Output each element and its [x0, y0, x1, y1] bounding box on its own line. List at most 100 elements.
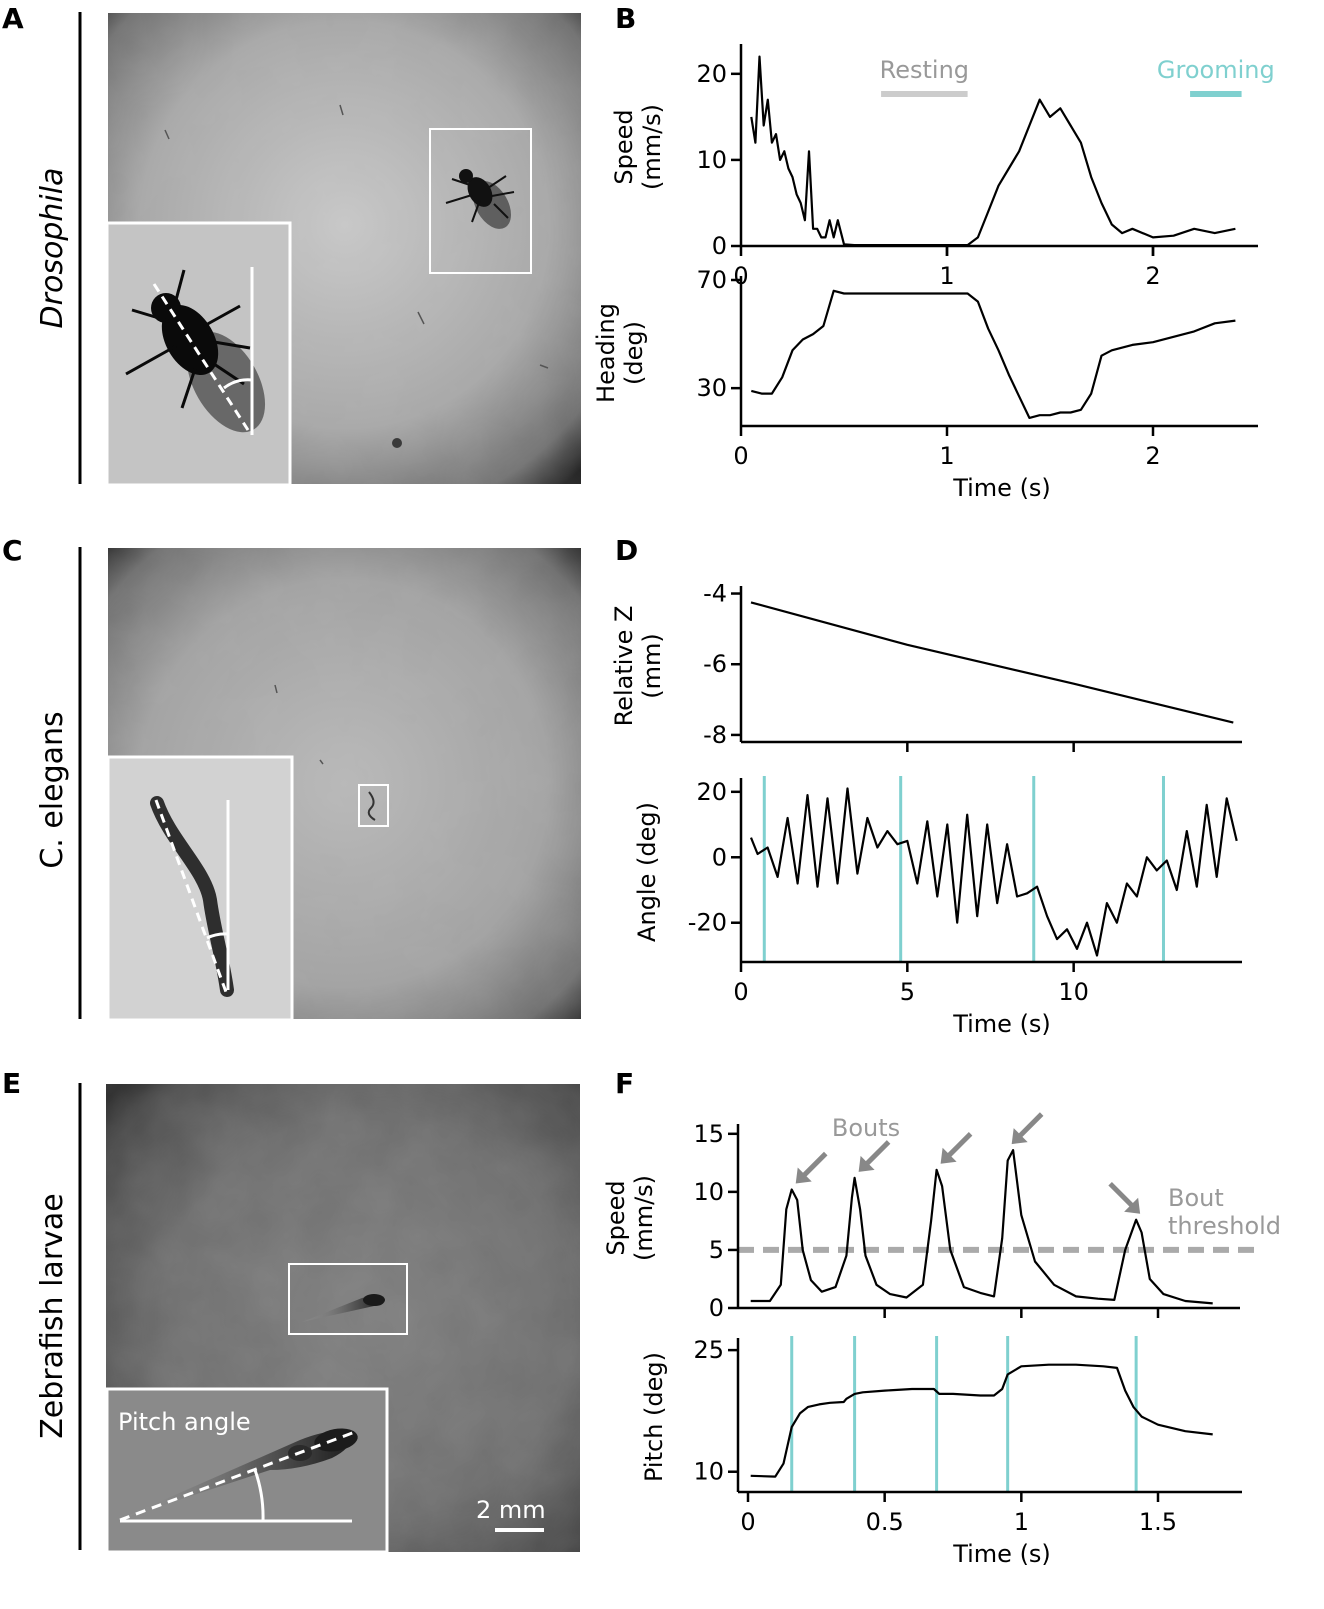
y-axis-label: (deg)	[620, 321, 648, 385]
bout-threshold-label-line1: Bout	[1168, 1184, 1224, 1212]
x-tick-label: 0	[733, 442, 748, 470]
x-tick-label: 2	[1145, 442, 1160, 470]
arrow-head	[1124, 1197, 1141, 1214]
x-tick-label: 0.5	[866, 1508, 904, 1536]
fish-icon	[302, 1296, 385, 1322]
bout-arrow	[858, 1140, 891, 1172]
c-elegans-photo	[106, 548, 581, 1022]
bouts-label: Bouts	[832, 1114, 900, 1142]
chart-d-relative-z: -8 -6 -4 Relative Z (mm)	[610, 580, 1242, 752]
panel-label-a: A	[2, 2, 24, 35]
y-axis-label: (mm/s)	[638, 104, 666, 190]
y-tick-label: 20	[696, 60, 727, 88]
heading-angle-arc	[223, 378, 253, 390]
y-axis-label: Relative Z	[610, 606, 638, 727]
y-tick-label: 0	[712, 232, 727, 260]
arrow-head	[1011, 1128, 1028, 1145]
data-trace	[750, 601, 1234, 724]
zebrafish-photo: Pitch angle 2 mm	[105, 1084, 580, 1554]
panel-c: C C. elegans	[2, 534, 581, 1022]
grooming-label: Grooming	[1157, 56, 1275, 84]
y-tick-label: 15	[693, 1120, 724, 1148]
bout-arrow	[940, 1132, 973, 1164]
panel-label-c: C	[2, 534, 23, 567]
y-tick-label: 10	[693, 1458, 724, 1486]
x-tick-label: 5	[900, 978, 915, 1006]
panel-e: E Zebrafish larvae Pitch angle 2 mm	[2, 1067, 580, 1554]
chart-d-angle: -20 0 20 0 5 10 Angle (deg) Time (s)	[633, 776, 1242, 1038]
arrow-head	[858, 1155, 875, 1172]
species-label-zebrafish: Zebrafish larvae	[35, 1193, 70, 1439]
data-trace	[750, 1148, 1213, 1305]
body-axis-line-e	[119, 1430, 356, 1522]
inset-e: Pitch angle	[105, 1387, 389, 1554]
tracking-box-e	[288, 1263, 408, 1335]
chart-b-heading: 30 70 0 1 2 Heading (deg) Time (s)	[592, 266, 1258, 502]
species-label-drosophila: Drosophila	[35, 168, 70, 329]
y-axis-label: Speed	[610, 109, 638, 184]
panel-label-b: B	[615, 2, 636, 35]
y-tick-label: 5	[709, 1236, 724, 1264]
y-tick-label: -8	[703, 721, 727, 749]
y-tick-label: 20	[696, 778, 727, 806]
y-axis-label: (mm/s)	[630, 1175, 658, 1261]
x-tick-label: 2	[1145, 262, 1160, 290]
x-tick-label: 1.5	[1139, 1508, 1177, 1536]
y-tick-label: 0	[712, 843, 727, 871]
tracking-box-a	[429, 128, 532, 274]
y-tick-label: 10	[696, 146, 727, 174]
y-tick-label: -20	[688, 909, 727, 937]
arrow-shaft	[944, 1132, 973, 1160]
y-tick-label: 10	[693, 1178, 724, 1206]
y-tick-label: 30	[696, 374, 727, 402]
arrow-head	[940, 1147, 957, 1164]
pitch-angle-label: Pitch angle	[118, 1408, 251, 1436]
pitch-angle-arc	[253, 1469, 265, 1522]
worm-icon	[367, 791, 376, 821]
x-axis-label: Time (s)	[952, 474, 1051, 502]
arrow-shaft	[862, 1140, 891, 1168]
y-tick-label: -4	[703, 580, 727, 608]
x-tick-label: 10	[1058, 978, 1089, 1006]
x-axis-label: Time (s)	[952, 1010, 1051, 1038]
bout-arrow	[1108, 1181, 1141, 1214]
chart-f-pitch: 10 25 0 0.5 1 1.5 Pitch (deg) Time (s)	[640, 1336, 1242, 1568]
data-trace	[750, 1363, 1213, 1478]
bout-threshold-label-line2: threshold	[1168, 1212, 1281, 1240]
x-tick-label: 1	[939, 262, 954, 290]
y-axis-label: Pitch (deg)	[640, 1352, 668, 1482]
x-tick-label: 0	[733, 978, 748, 1006]
drosophila-photo	[105, 13, 581, 487]
panel-label-f: F	[615, 1067, 634, 1100]
body-axis-line-c	[154, 799, 228, 993]
panel-a: A Drosophila	[2, 2, 581, 487]
x-tick-label: 1	[939, 442, 954, 470]
tracking-box-c	[358, 784, 389, 827]
y-axis-label: Angle (deg)	[633, 802, 661, 942]
bout-arrow	[795, 1151, 828, 1184]
species-label-c-elegans: C. elegans	[35, 711, 70, 868]
data-trace	[749, 787, 1238, 957]
arrow-head	[795, 1167, 812, 1184]
y-axis-label: Speed	[602, 1180, 630, 1255]
arrow-shaft	[1108, 1181, 1136, 1210]
y-tick-label: -6	[703, 650, 727, 678]
arrow-shaft	[1015, 1112, 1044, 1140]
inset-c	[106, 755, 294, 1022]
resting-label: Resting	[880, 56, 969, 84]
angle-arc-c	[206, 932, 229, 940]
arrow-shaft	[799, 1151, 828, 1180]
panel-label-e: E	[2, 1067, 21, 1100]
data-trace	[751, 289, 1236, 419]
x-tick-label: 0	[740, 1508, 755, 1536]
y-tick-label: 70	[696, 266, 727, 294]
y-tick-label: 25	[693, 1336, 724, 1364]
inset-a	[105, 221, 292, 487]
data-trace	[750, 55, 1236, 247]
x-axis-label: Time (s)	[952, 1540, 1051, 1568]
fly-icon	[445, 169, 515, 229]
scale-bar-label: 2 mm	[476, 1496, 546, 1524]
